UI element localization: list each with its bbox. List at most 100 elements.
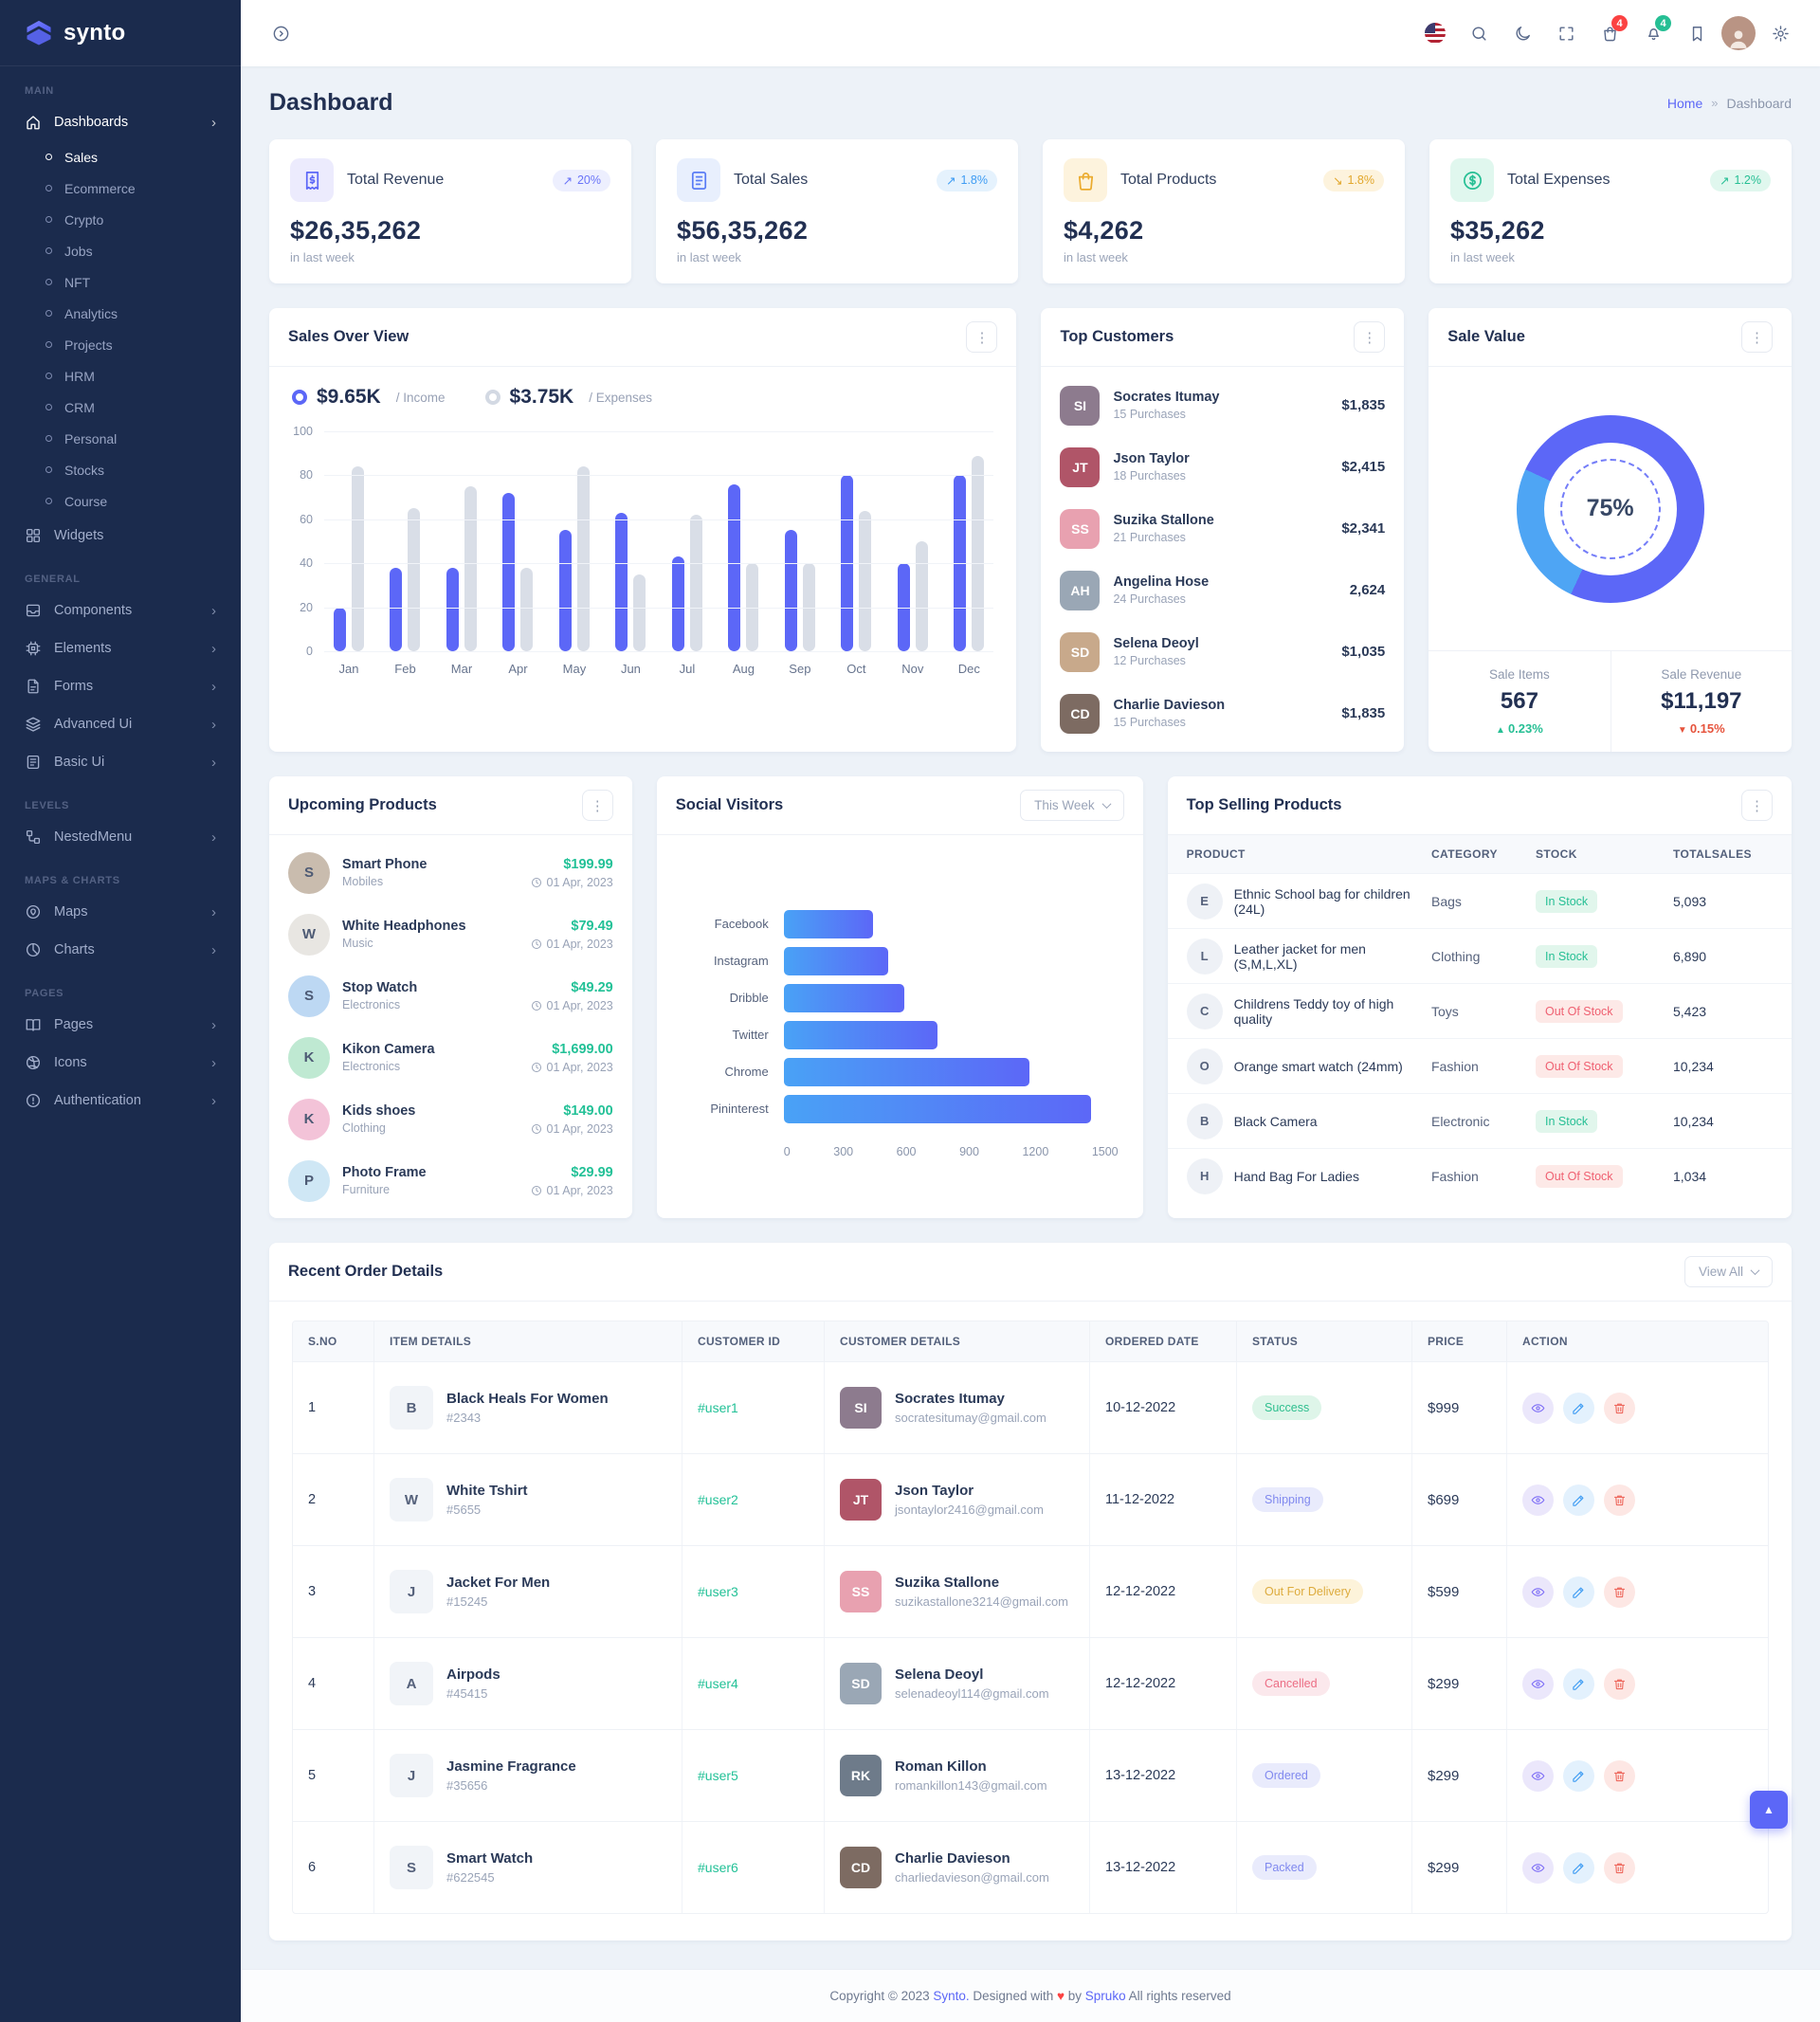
delete-order-button[interactable] — [1604, 1485, 1635, 1516]
file-text-icon — [25, 678, 42, 695]
sidebar-subitem-jobs[interactable]: Jobs — [0, 235, 241, 266]
sidebar-item-widgets[interactable]: Widgets — [0, 517, 241, 555]
edit-order-button[interactable] — [1563, 1760, 1594, 1792]
product-name: White Headphones — [342, 919, 466, 934]
order-sno: 2 — [293, 1454, 374, 1545]
brand-name[interactable]: synto — [64, 20, 126, 46]
income-bar-apr — [502, 493, 515, 651]
sidebar-item-dashboards[interactable]: Dashboards › — [0, 103, 241, 141]
customer-id: #user6 — [698, 1860, 738, 1875]
item-name: Jasmine Fragrance — [446, 1758, 576, 1775]
view-order-button[interactable] — [1522, 1668, 1554, 1700]
fullscreen-button[interactable] — [1547, 14, 1585, 52]
sidebar-subitem-hrm[interactable]: HRM — [0, 360, 241, 392]
cart-button[interactable]: 4 — [1591, 14, 1629, 52]
view-order-button[interactable] — [1522, 1760, 1554, 1792]
sidebar-subitem-personal[interactable]: Personal — [0, 423, 241, 454]
customer-id: #user2 — [698, 1492, 738, 1507]
sidebar-item-charts[interactable]: Charts› — [0, 931, 241, 969]
sidebar-subitem-crm[interactable]: CRM — [0, 392, 241, 423]
order-sno: 6 — [293, 1822, 374, 1913]
settings-button[interactable] — [1761, 14, 1799, 52]
sidebar-subitem-nft[interactable]: NFT — [0, 266, 241, 298]
sidebar-subitem-stocks[interactable]: Stocks — [0, 454, 241, 485]
view-order-button[interactable] — [1522, 1852, 1554, 1884]
customer-name: Selena Deoyl — [895, 1667, 1049, 1683]
edit-order-button[interactable] — [1563, 1852, 1594, 1884]
sidebar-item-nestedmenu[interactable]: NestedMenu› — [0, 818, 241, 856]
view-order-button[interactable] — [1522, 1393, 1554, 1424]
more-options-button[interactable]: ⋮ — [966, 321, 997, 353]
ordered-date: 12-12-2022 — [1090, 1546, 1237, 1637]
alert-circle-icon — [25, 1092, 42, 1109]
more-options-button[interactable]: ⋮ — [582, 790, 613, 821]
sidebar-item-forms[interactable]: Forms› — [0, 667, 241, 705]
bookmark-button[interactable] — [1678, 14, 1716, 52]
notifications-button[interactable]: 4 — [1634, 14, 1672, 52]
chevron-right-icon: › — [211, 604, 216, 618]
more-options-button[interactable]: ⋮ — [1741, 790, 1773, 821]
sidebar-item-components[interactable]: Components› — [0, 592, 241, 629]
edit-order-button[interactable] — [1563, 1668, 1594, 1700]
delete-order-button[interactable] — [1604, 1393, 1635, 1424]
stat-note: in last week — [1450, 250, 1771, 264]
sidebar-item-maps[interactable]: Maps› — [0, 893, 241, 931]
search-button[interactable] — [1460, 14, 1498, 52]
item-name: Smart Watch — [446, 1850, 533, 1867]
stat-note: in last week — [290, 250, 610, 264]
view-all-button[interactable]: View All — [1684, 1256, 1773, 1287]
sidebar-subitem-course[interactable]: Course — [0, 485, 241, 517]
sidebar-subitem-sales[interactable]: Sales — [0, 141, 241, 173]
product-category: Mobiles — [342, 875, 427, 888]
bar-group-nov — [898, 431, 928, 651]
view-order-button[interactable] — [1522, 1485, 1554, 1516]
view-order-button[interactable] — [1522, 1576, 1554, 1608]
edit-order-button[interactable] — [1563, 1393, 1594, 1424]
gridline — [324, 651, 993, 652]
notes-icon — [25, 754, 42, 771]
trash-icon — [1612, 1769, 1627, 1783]
sidebar-toggle-button[interactable] — [262, 14, 300, 52]
scroll-to-top-button[interactable]: ▲ — [1750, 1791, 1788, 1829]
sidebar-subitem-ecommerce[interactable]: Ecommerce — [0, 173, 241, 204]
sidebar-item-advanced-ui[interactable]: Advanced Ui› — [0, 705, 241, 743]
sidebar-item-icons[interactable]: Icons› — [0, 1044, 241, 1082]
sidebar-subitem-crypto[interactable]: Crypto — [0, 204, 241, 235]
sidebar-item-basic-ui[interactable]: Basic Ui› — [0, 743, 241, 781]
more-options-button[interactable]: ⋮ — [1354, 321, 1385, 353]
clock-icon — [531, 1123, 542, 1135]
dark-mode-button[interactable] — [1503, 14, 1541, 52]
sidebar-item-elements[interactable]: Elements› — [0, 629, 241, 667]
sale-revenue-cell: Sale Revenue $11,197 ▼0.15% — [1611, 651, 1792, 752]
more-options-button[interactable]: ⋮ — [1741, 321, 1773, 353]
delete-order-button[interactable] — [1604, 1852, 1635, 1884]
delete-order-button[interactable] — [1604, 1668, 1635, 1700]
x-tick-label: May — [559, 662, 590, 676]
sidebar-item-authentication[interactable]: Authentication› — [0, 1082, 241, 1120]
sidebar-subitem-projects[interactable]: Projects — [0, 329, 241, 360]
chevron-right-icon: › — [211, 1094, 216, 1108]
spruko-link[interactable]: Spruko — [1085, 1989, 1126, 2003]
breadcrumb-home-link[interactable]: Home — [1667, 96, 1702, 111]
user-avatar[interactable] — [1721, 16, 1756, 50]
sidebar-item-pages[interactable]: Pages› — [0, 1006, 241, 1044]
product-thumb: E — [1187, 883, 1223, 920]
synto-link[interactable]: Synto. — [933, 1989, 969, 2003]
sidebar-subitem-analytics[interactable]: Analytics — [0, 298, 241, 329]
language-flag-button[interactable] — [1416, 14, 1454, 52]
pencil-icon — [1572, 1585, 1586, 1599]
edit-order-button[interactable] — [1563, 1485, 1594, 1516]
delete-order-button[interactable] — [1604, 1760, 1635, 1792]
period-select[interactable]: This Week — [1020, 790, 1124, 821]
item-thumb: A — [390, 1662, 433, 1705]
cpu-icon — [25, 640, 42, 657]
edit-order-button[interactable] — [1563, 1576, 1594, 1608]
product-category: Clothing — [342, 1121, 415, 1135]
delete-order-button[interactable] — [1604, 1576, 1635, 1608]
stat-value: $26,35,262 — [290, 216, 610, 246]
bullet-icon — [46, 373, 52, 379]
